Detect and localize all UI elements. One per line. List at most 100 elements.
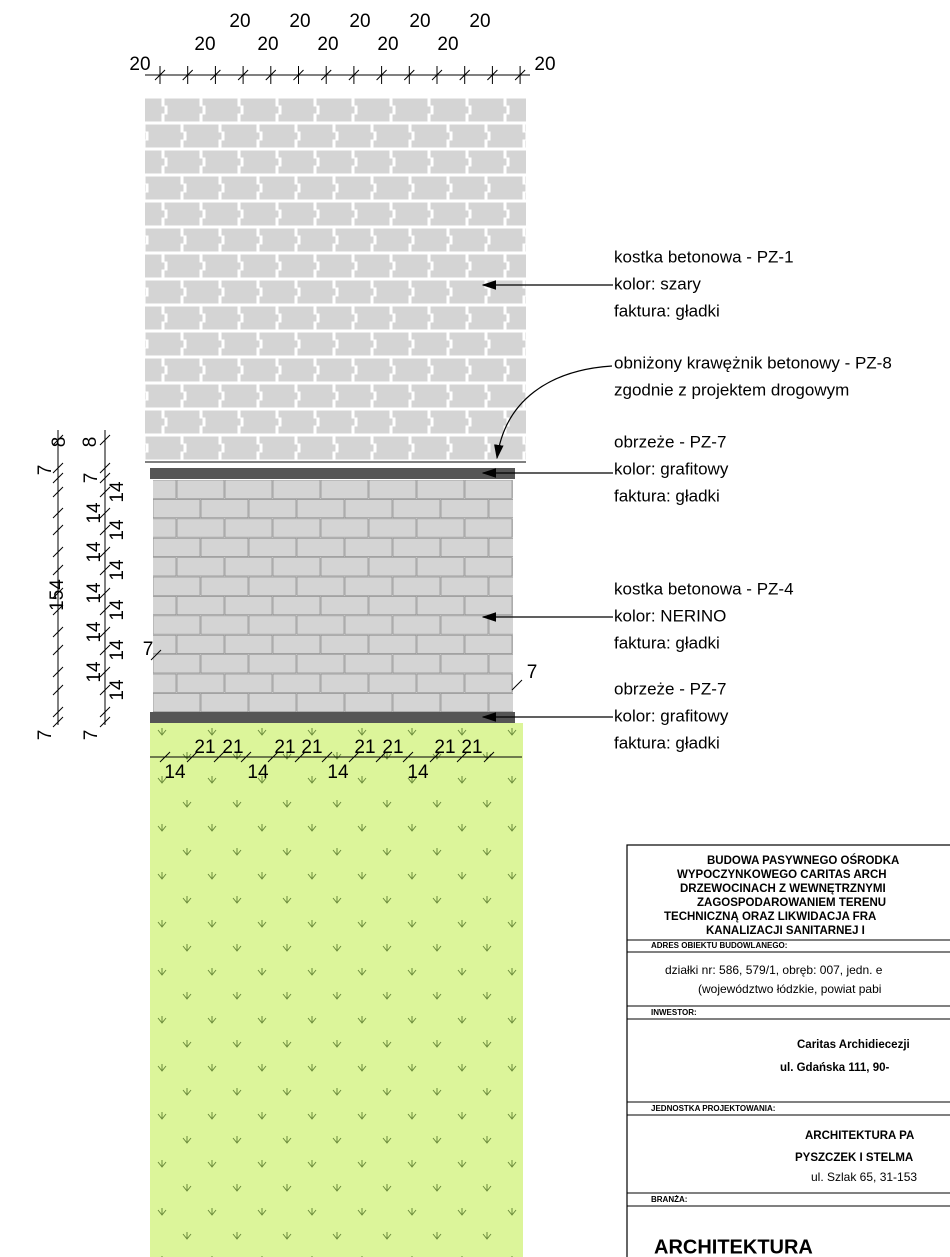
paver (448, 123, 489, 149)
paver (524, 175, 526, 201)
tick (99, 507, 111, 519)
annotation: faktura: gładki (614, 633, 720, 652)
tick (52, 644, 64, 656)
paver (220, 279, 261, 305)
paver (153, 596, 177, 616)
paver (200, 654, 249, 674)
tick (99, 587, 111, 599)
paver (440, 615, 489, 635)
paver (163, 357, 204, 383)
paver (153, 634, 177, 654)
tick (52, 706, 64, 718)
paver (296, 331, 337, 357)
paver (524, 383, 526, 409)
project-title: BUDOWA PASYWNEGO OŚRODKA (707, 854, 899, 867)
paver (429, 409, 470, 435)
tick (52, 524, 64, 536)
grass (150, 723, 523, 1257)
paver (391, 357, 432, 383)
paver (320, 673, 369, 693)
paver (524, 279, 526, 305)
paver (200, 693, 249, 712)
paver (486, 383, 526, 409)
paver (145, 287, 147, 297)
designer: ARCHITEKTURA PA (805, 1130, 914, 1142)
dimension-label: 14 (247, 762, 269, 783)
paver (464, 634, 513, 654)
paver (344, 576, 393, 596)
paver (320, 557, 369, 577)
paver (416, 518, 465, 538)
paver (248, 654, 297, 674)
paver (524, 123, 526, 149)
paver (505, 305, 526, 331)
paver (440, 537, 489, 557)
paver (145, 409, 166, 435)
dimension-label: 7 (81, 473, 102, 484)
tick (52, 472, 64, 484)
designer: ul. Szlak 65, 31-153 (811, 1170, 917, 1184)
paver (182, 279, 223, 305)
paver (320, 596, 369, 616)
paver (296, 537, 345, 557)
paver (145, 305, 166, 331)
paver (248, 615, 297, 635)
paver (344, 693, 393, 712)
project-title: DRZEWOCINACH Z WEWNĘTRZNYMI (680, 883, 886, 895)
paver (224, 518, 273, 538)
paver (467, 98, 508, 123)
paver (561, 596, 608, 614)
paver (486, 175, 526, 201)
paver (145, 279, 185, 305)
paver (296, 576, 345, 596)
paver (512, 596, 513, 616)
paver (334, 383, 375, 409)
paver (258, 279, 299, 305)
paver (537, 655, 584, 673)
paver (200, 537, 249, 557)
paver (145, 253, 166, 279)
paver (320, 480, 369, 499)
paver (277, 305, 318, 331)
paver (153, 693, 201, 712)
dimension-label: 14 (84, 502, 105, 524)
dimension-label: 14 (107, 559, 128, 581)
paver (272, 596, 321, 616)
paver (353, 98, 394, 123)
paver (488, 615, 513, 635)
paver (448, 331, 489, 357)
paver (486, 227, 526, 253)
project-title: TECHNICZNĄ ORAZ LIKWIDACJA FRA (664, 911, 876, 923)
dimension-label: 14 (327, 762, 349, 783)
paver (145, 443, 147, 453)
dimension-label: 7 (143, 639, 154, 660)
annotation: kostka betonowa - PZ-1 (614, 247, 794, 266)
paver (248, 537, 297, 557)
paver (145, 331, 185, 357)
paver (410, 279, 451, 305)
paver (544, 306, 583, 330)
designer-label: JEDNOSTKA PROJEKTOWANIA: (651, 1104, 775, 1113)
paver (153, 480, 177, 499)
tick (511, 679, 523, 691)
paver (372, 331, 413, 357)
paver (239, 149, 280, 175)
paver (277, 98, 318, 123)
paver (239, 357, 280, 383)
paver (410, 123, 451, 149)
paver (488, 499, 513, 519)
paver (372, 383, 413, 409)
paver (392, 576, 441, 596)
paver (391, 305, 432, 331)
dimension-label: 20 (289, 11, 310, 32)
paver (410, 331, 451, 357)
paver (176, 596, 225, 616)
investor: ul. Gdańska 111, 90- (780, 1062, 889, 1074)
paver (368, 557, 417, 577)
tick (321, 751, 333, 763)
tick (52, 434, 64, 446)
annotation: kolor: szary (614, 274, 701, 293)
paver (372, 227, 413, 253)
paver (277, 253, 318, 279)
edging-top (150, 468, 515, 479)
